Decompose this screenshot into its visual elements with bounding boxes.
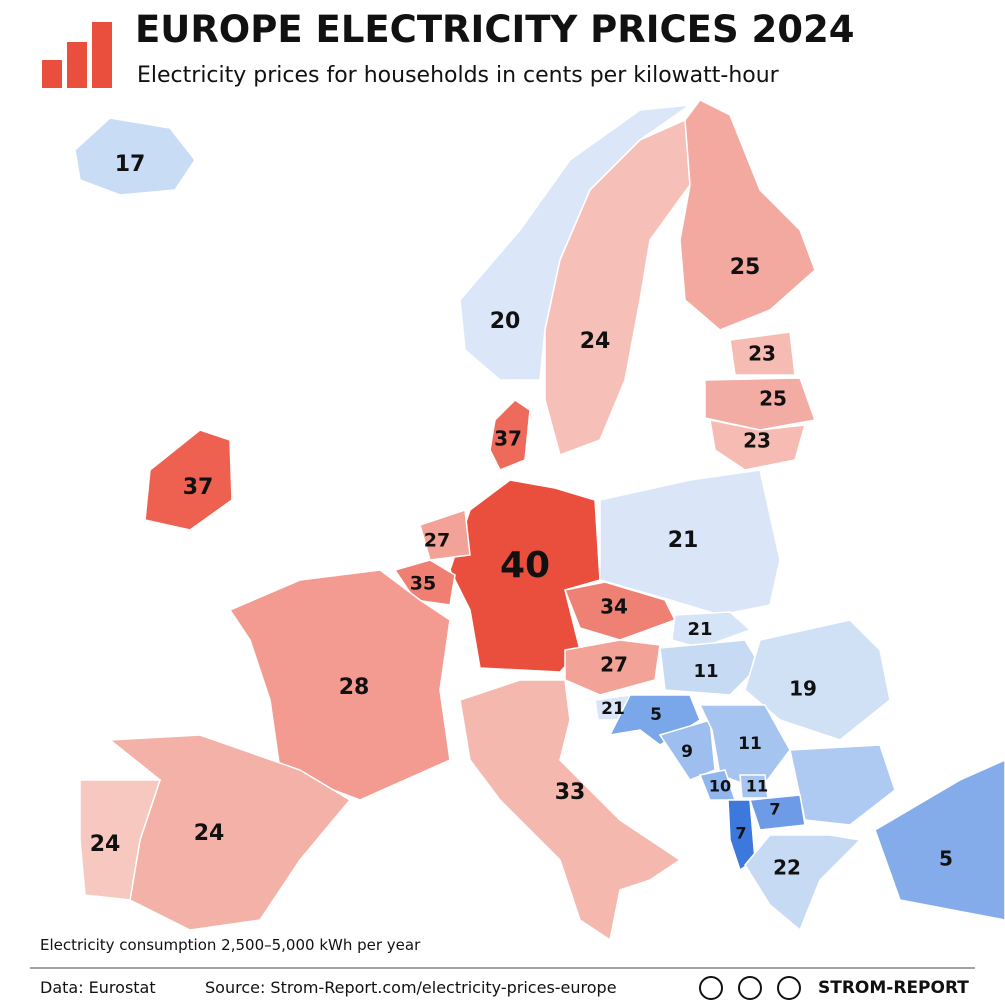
brand: STROM-REPORT <box>818 978 969 998</box>
region-value: 27 <box>424 530 450 552</box>
region-value: 11 <box>746 777 768 796</box>
region-value: 25 <box>759 387 787 411</box>
region-value: 19 <box>789 677 817 701</box>
license-icons <box>700 977 800 999</box>
region-value: 11 <box>738 734 762 754</box>
region-value: 11 <box>693 661 718 682</box>
region <box>875 760 1005 920</box>
region-value: 23 <box>748 342 776 366</box>
region-value: 24 <box>90 832 121 857</box>
data-credit: Data: Eurostat <box>40 978 156 997</box>
region-value: 21 <box>601 699 625 719</box>
region-value: 21 <box>687 619 712 640</box>
logo <box>42 22 112 88</box>
region-value: 17 <box>115 152 146 177</box>
region-value: 23 <box>743 429 771 453</box>
region-value: 22 <box>773 856 801 880</box>
region-value: 27 <box>600 653 628 677</box>
subtitle: Electricity prices for households in cen… <box>137 63 780 88</box>
region-value: 10 <box>709 777 731 796</box>
title: EUROPE ELECTRICITY PRICES 2024 <box>135 8 854 51</box>
region-value: 21 <box>668 528 699 553</box>
region-value: 5 <box>650 705 662 725</box>
region-value: 7 <box>735 824 746 843</box>
region-value: 9 <box>681 742 693 762</box>
region-value: 35 <box>410 573 436 595</box>
region <box>680 100 815 330</box>
note: Electricity consumption 2,500–5,000 kWh … <box>40 936 421 954</box>
page: EUROPE ELECTRICITY PRICES 2024 Electrici… <box>0 0 1005 1008</box>
region-value: 20 <box>490 309 521 334</box>
region-value: 34 <box>600 595 628 619</box>
region-value: 28 <box>339 675 370 700</box>
region <box>745 835 860 930</box>
region-value: 37 <box>494 427 522 451</box>
source: Source: Strom-Report.com/electricity-pri… <box>205 978 617 997</box>
region-value: 40 <box>500 545 550 586</box>
region-value: 37 <box>183 475 214 500</box>
region-value: 25 <box>730 255 761 280</box>
unlabeled-region <box>790 745 895 825</box>
region-value: 24 <box>194 821 225 846</box>
region-value: 7 <box>769 800 780 819</box>
region-value: 5 <box>939 847 953 871</box>
region-value: 24 <box>580 329 611 354</box>
region-value: 33 <box>555 780 586 805</box>
map: 17 20 24 25 23 25 23 37 37 40 27 35 21 34 21 27 11 19 28 21… <box>75 100 1005 940</box>
